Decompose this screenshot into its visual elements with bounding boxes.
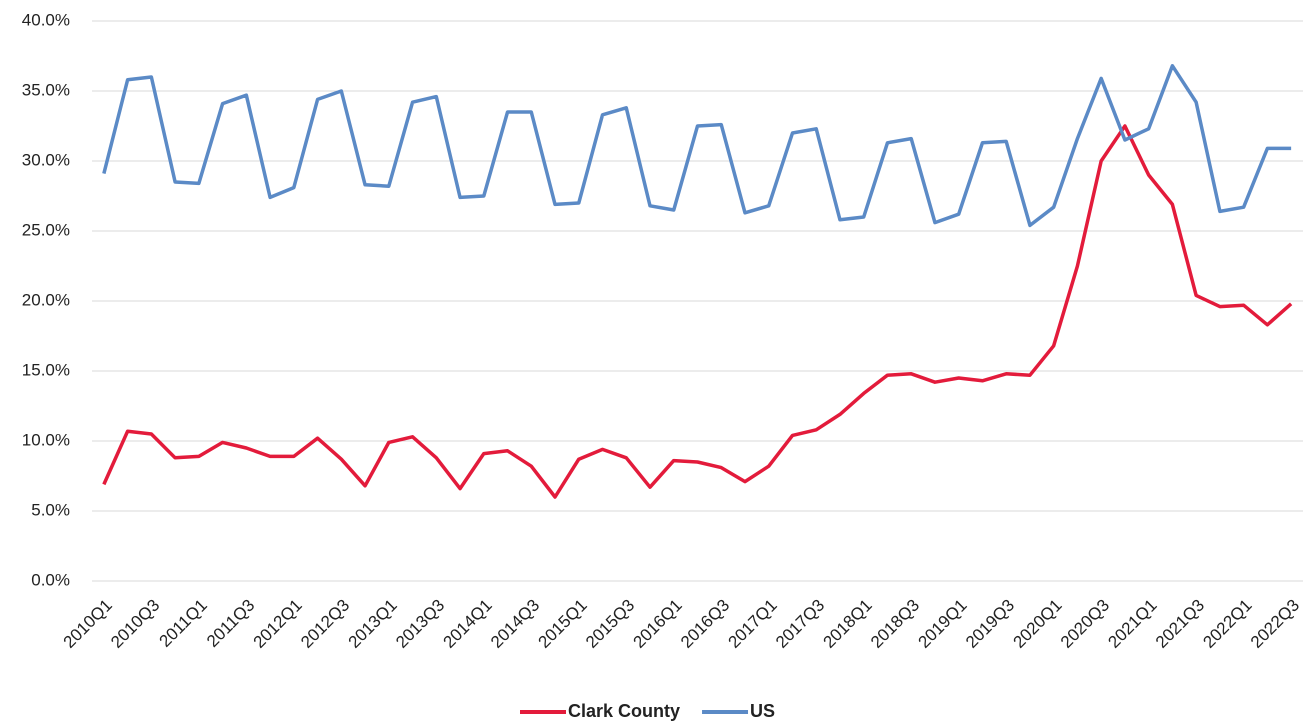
- x-tick-label: 2021Q3: [1152, 596, 1208, 652]
- x-tick-label: 2022Q1: [1199, 596, 1255, 652]
- x-tick-label: 2016Q1: [630, 596, 686, 652]
- y-tick-label: 0.0%: [31, 570, 70, 589]
- x-tick-label: 2022Q3: [1247, 596, 1303, 652]
- legend-label: Clark County: [568, 701, 680, 721]
- x-tick-label: 2017Q3: [772, 596, 828, 652]
- x-tick-label: 2012Q3: [297, 596, 353, 652]
- x-tick-label: 2012Q1: [250, 596, 306, 652]
- y-tick-label: 10.0%: [22, 430, 70, 449]
- x-tick-label: 2020Q1: [1009, 596, 1065, 652]
- y-tick-label: 30.0%: [22, 150, 70, 169]
- x-tick-label: 2019Q1: [914, 596, 970, 652]
- legend-label: US: [750, 701, 775, 721]
- y-tick-label: 15.0%: [22, 360, 70, 379]
- x-tick-label: 2021Q1: [1104, 596, 1160, 652]
- x-tick-label: 2017Q1: [725, 596, 781, 652]
- series-line: [102, 64, 1292, 228]
- y-tick-label: 5.0%: [31, 500, 70, 519]
- x-tick-label: 2014Q3: [487, 596, 543, 652]
- x-tick-label: 2010Q1: [60, 596, 116, 652]
- x-tick-label: 2013Q3: [392, 596, 448, 652]
- x-tick-label: 2018Q3: [867, 596, 923, 652]
- x-tick-label: 2020Q3: [1057, 596, 1113, 652]
- x-tick-label: 2015Q3: [582, 596, 638, 652]
- x-tick-label: 2015Q1: [535, 596, 591, 652]
- series-line: [102, 124, 1293, 499]
- y-tick-label: 20.0%: [22, 290, 70, 309]
- x-tick-label: 2016Q3: [677, 596, 733, 652]
- y-tick-label: 40.0%: [22, 10, 70, 29]
- x-tick-label: 2011Q1: [156, 596, 211, 651]
- x-tick-label: 2019Q3: [962, 596, 1018, 652]
- x-tick-label: 2011Q3: [203, 596, 258, 651]
- x-tick-label: 2010Q3: [107, 596, 163, 652]
- x-tick-label: 2013Q1: [345, 596, 401, 652]
- y-tick-label: 35.0%: [22, 80, 70, 99]
- x-tick-label: 2014Q1: [440, 596, 496, 652]
- y-tick-label: 25.0%: [22, 220, 70, 239]
- x-tick-label: 2018Q1: [820, 596, 876, 652]
